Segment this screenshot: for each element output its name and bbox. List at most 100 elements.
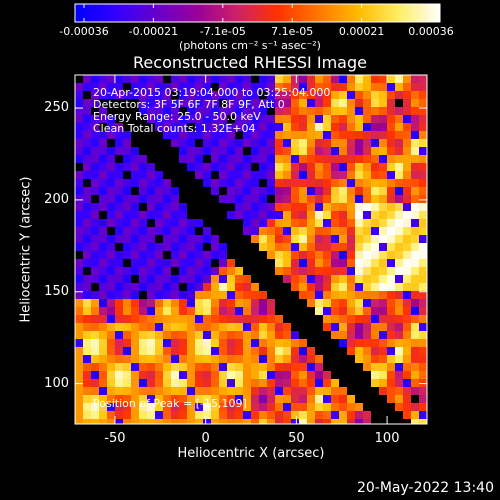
- heatmap-cell: [395, 155, 403, 163]
- heatmap-cell: [155, 115, 163, 123]
- heatmap-cell: [379, 291, 387, 299]
- heatmap-cell: [147, 275, 155, 283]
- heatmap-cell: [371, 251, 379, 259]
- heatmap-cell: [203, 395, 211, 403]
- heatmap-cell: [363, 115, 371, 123]
- heatmap-cell: [339, 147, 347, 155]
- heatmap-cell: [307, 75, 315, 83]
- heatmap-cell: [275, 419, 283, 424]
- heatmap-cell: [347, 163, 355, 171]
- heatmap-cell: [339, 307, 347, 315]
- heatmap-cell: [411, 195, 419, 203]
- heatmap-cell: [387, 211, 395, 219]
- heatmap-cell: [235, 203, 243, 211]
- heatmap-cell: [211, 75, 219, 83]
- heatmap-cell: [323, 283, 331, 291]
- heatmap-cell: [419, 147, 427, 155]
- heatmap-cell: [403, 163, 411, 171]
- heatmap-cell: [371, 179, 379, 187]
- info-energy-range: Energy Range: 25.0 - 50.0 keV: [93, 110, 261, 123]
- heatmap-cell: [227, 219, 235, 227]
- heatmap-cell: [387, 227, 395, 235]
- heatmap-cell: [123, 403, 131, 411]
- heatmap-cell: [379, 75, 387, 83]
- heatmap-cell: [139, 419, 147, 424]
- heatmap-cell: [75, 291, 83, 299]
- heatmap-cell: [323, 163, 331, 171]
- heatmap-cell: [307, 267, 315, 275]
- heatmap-cell: [139, 299, 147, 307]
- heatmap-cell: [171, 147, 179, 155]
- heatmap-cell: [147, 307, 155, 315]
- heatmap-cell: [99, 387, 107, 395]
- heatmap-cell: [203, 91, 211, 99]
- heatmap-cell: [403, 147, 411, 155]
- heatmap-cell: [371, 395, 379, 403]
- heatmap-cell: [139, 371, 147, 379]
- heatmap-cell: [379, 347, 387, 355]
- heatmap-cell: [267, 307, 275, 315]
- heatmap-cell: [355, 347, 363, 355]
- heatmap-image: [75, 75, 427, 424]
- heatmap-cell: [139, 227, 147, 235]
- heatmap-cell: [411, 339, 419, 347]
- heatmap-cell: [187, 203, 195, 211]
- heatmap-cell: [91, 139, 99, 147]
- heatmap-cell: [203, 155, 211, 163]
- heatmap-cell: [195, 163, 203, 171]
- heatmap-cell: [315, 283, 323, 291]
- heatmap-cell: [419, 203, 427, 211]
- heatmap-cell: [155, 291, 163, 299]
- heatmap-cell: [411, 243, 419, 251]
- heatmap-cell: [307, 291, 315, 299]
- heatmap-cell: [363, 315, 371, 323]
- heatmap-cell: [371, 227, 379, 235]
- heatmap-cell: [123, 363, 131, 371]
- heatmap-cell: [147, 107, 155, 115]
- heatmap-cell: [363, 219, 371, 227]
- heatmap-cell: [411, 187, 419, 195]
- heatmap-cell: [371, 339, 379, 347]
- heatmap-cell: [403, 227, 411, 235]
- heatmap-cell: [115, 179, 123, 187]
- heatmap-cell: [179, 275, 187, 283]
- heatmap-cell: [203, 371, 211, 379]
- heatmap-cell: [203, 243, 211, 251]
- heatmap-cell: [379, 363, 387, 371]
- heatmap-cell: [363, 195, 371, 203]
- heatmap-cell: [219, 267, 227, 275]
- heatmap-cell: [339, 323, 347, 331]
- heatmap-cell: [115, 251, 123, 259]
- heatmap-cell: [91, 339, 99, 347]
- heatmap-cell: [355, 171, 363, 179]
- heatmap-cell: [163, 91, 171, 99]
- heatmap-cell: [163, 323, 171, 331]
- heatmap-cell: [419, 275, 427, 283]
- timestamp: 20-May-2022 13:40: [356, 480, 494, 496]
- heatmap-cell: [195, 211, 203, 219]
- heatmap-cell: [283, 171, 291, 179]
- heatmap-cell: [307, 83, 315, 91]
- heatmap-cell: [403, 123, 411, 131]
- heatmap-cell: [99, 355, 107, 363]
- heatmap-cell: [227, 259, 235, 267]
- heatmap-cell: [379, 259, 387, 267]
- heatmap-cell: [283, 315, 291, 323]
- heatmap-cell: [323, 267, 331, 275]
- heatmap-cell: [107, 91, 115, 99]
- heatmap-cell: [371, 115, 379, 123]
- heatmap-cell: [347, 379, 355, 387]
- heatmap-cell: [323, 363, 331, 371]
- heatmap-cell: [299, 275, 307, 283]
- heatmap-cell: [171, 107, 179, 115]
- heatmap-cell: [243, 259, 251, 267]
- heatmap-cell: [299, 379, 307, 387]
- heatmap-cell: [331, 91, 339, 99]
- colorbar-tick-label: -7.1e-05: [199, 25, 246, 38]
- heatmap-cell: [259, 227, 267, 235]
- heatmap-cell: [395, 147, 403, 155]
- heatmap-cell: [315, 387, 323, 395]
- heatmap-cell: [291, 155, 299, 163]
- heatmap-cell: [299, 155, 307, 163]
- heatmap-cell: [163, 75, 171, 83]
